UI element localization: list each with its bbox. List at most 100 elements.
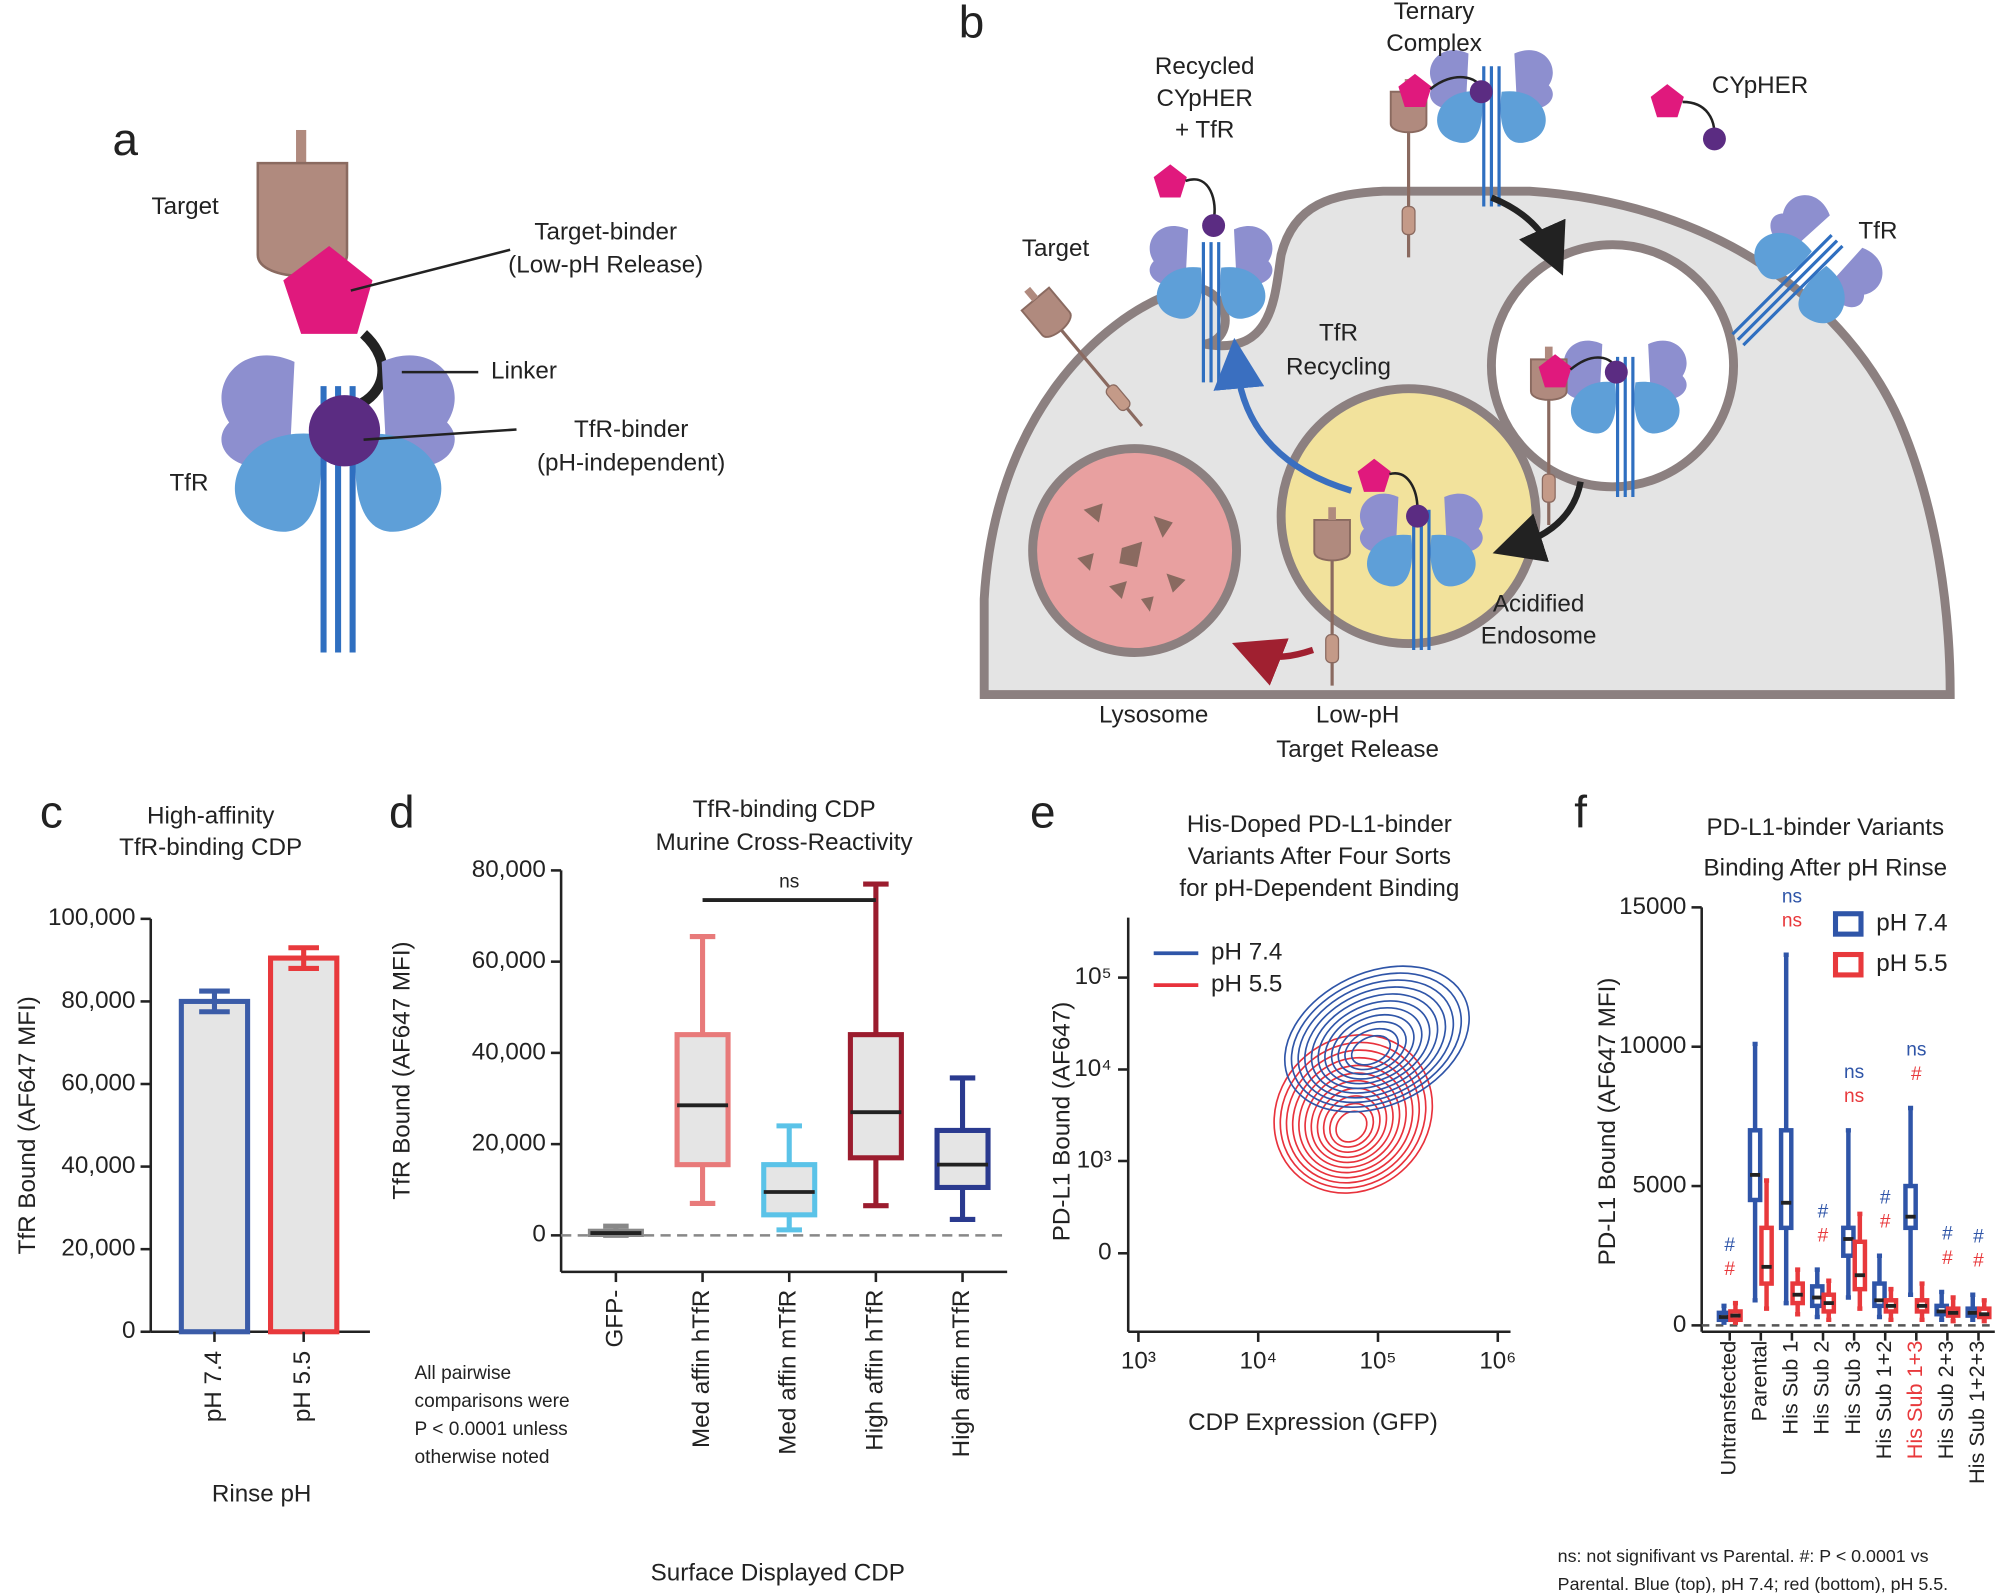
- arrow: [1231, 638, 1315, 686]
- annotation: #: [1880, 1212, 1891, 1233]
- y-tick-label: 80,000: [472, 856, 546, 883]
- arrow: [1490, 194, 1566, 276]
- label: Recycling: [1286, 354, 1391, 381]
- box: [1903, 1183, 1918, 1231]
- footnote: otherwise noted: [415, 1447, 550, 1468]
- legend-swatch: [1832, 911, 1864, 937]
- contour-line: [1273, 1034, 1434, 1194]
- diagram-b: [979, 48, 1955, 700]
- diagram-a: [221, 129, 517, 653]
- label: (pH-independent): [537, 449, 725, 476]
- x-tick-label: His Sub 1+2+3: [1964, 1341, 1989, 1484]
- error-bar: [288, 945, 319, 971]
- footnote: Parental. Blue (top), pH 7.4; red (botto…: [1558, 1574, 1948, 1593]
- contour-line: [1279, 1041, 1427, 1189]
- y-axis-label: TfR Bound (AF647 MFI): [14, 996, 41, 1254]
- box: [1747, 1128, 1763, 1203]
- chart-title: for pH-Dependent Binding: [1179, 875, 1459, 902]
- cypher-shapes: [1153, 73, 1726, 528]
- label: TfR-binder: [574, 416, 688, 443]
- annotation: ns: [1782, 886, 1802, 907]
- contour-line: [1304, 986, 1447, 1099]
- x-tick-label: Med affin hTfR: [688, 1290, 715, 1448]
- contour-line: [1283, 965, 1470, 1113]
- x-axis-label: Surface Displayed CDP: [651, 1559, 905, 1586]
- contour-line: [1335, 1110, 1368, 1143]
- y-tick-label: 40,000: [472, 1038, 546, 1065]
- linker-shape: [354, 330, 388, 410]
- footnote: comparisons were: [415, 1391, 570, 1412]
- label: Target: [152, 193, 220, 220]
- label: Endosome: [1481, 623, 1597, 650]
- label: Linker: [491, 358, 557, 385]
- label: Recycled: [1155, 53, 1255, 80]
- contour-line: [1310, 993, 1439, 1094]
- y-tick-label: 10⁴: [1074, 1055, 1111, 1082]
- x-axis-label: Rinse pH: [212, 1480, 312, 1507]
- box: [1759, 1225, 1774, 1286]
- panel-label: a: [113, 113, 139, 165]
- x-tick-label: GFP-: [601, 1290, 628, 1348]
- label: Acidified: [1493, 591, 1584, 618]
- box: [847, 1032, 904, 1161]
- x-tick-label: His Sub 2: [1809, 1341, 1834, 1435]
- contour-line: [1330, 1013, 1415, 1080]
- legend-label: pH 5.5: [1211, 971, 1282, 998]
- contour-line: [1290, 972, 1463, 1109]
- target-stem: [296, 129, 307, 166]
- y-tick-label: 100,000: [48, 904, 136, 931]
- y-tick-label: 80,000: [61, 987, 135, 1014]
- y-tick-label: 15000: [1619, 893, 1686, 920]
- label: CYpHER: [1712, 72, 1808, 99]
- label: (Low-pH Release): [508, 252, 703, 279]
- x-tick-label: High affin hTfR: [861, 1290, 888, 1451]
- annotation: #: [1818, 1201, 1829, 1222]
- chart-title: High-affinity: [147, 802, 275, 829]
- y-axis-label: PD-L1 Bound (AF647): [1049, 1002, 1076, 1241]
- footnote: ns: not signifivant vs Parental. #: P < …: [1558, 1546, 1929, 1566]
- error-bar: [199, 988, 230, 1015]
- x-tick-label: pH 7.4: [200, 1351, 227, 1422]
- label: Lysosome: [1099, 702, 1208, 729]
- label: TfR: [1858, 217, 1897, 244]
- x-tick-label: 10⁵: [1360, 1348, 1397, 1375]
- annotation: #: [1724, 1235, 1735, 1256]
- contour-line: [1285, 1049, 1421, 1184]
- annotation: ns: [1906, 1040, 1926, 1061]
- x-tick-label: 10³: [1121, 1348, 1156, 1375]
- x-tick-label: Parental: [1747, 1341, 1772, 1422]
- x-tick-label: pH 5.5: [289, 1351, 316, 1422]
- tfr-binder-shape: [308, 395, 381, 467]
- x-tick-label: His Sub 1+2: [1871, 1341, 1896, 1460]
- x-tick-label: His Sub 3: [1840, 1341, 1865, 1435]
- chart-title: Variants After Four Sorts: [1188, 843, 1451, 870]
- annotation: ns: [1844, 1062, 1864, 1083]
- legend-label: pH 7.4: [1876, 909, 1947, 936]
- contour-line: [1297, 979, 1455, 1104]
- box: [1852, 1239, 1868, 1292]
- label: TfR: [169, 470, 208, 497]
- label: + TfR: [1175, 117, 1234, 144]
- box: [934, 1127, 991, 1191]
- contour-line: [1291, 1056, 1414, 1179]
- x-tick-label: 10⁶: [1479, 1348, 1516, 1375]
- bar: [267, 955, 340, 1335]
- contour-line: [1350, 1034, 1392, 1066]
- y-axis-label: TfR Bound (AF647 MFI): [388, 941, 415, 1199]
- annotation: #: [1942, 1224, 1953, 1245]
- y-tick-label: 0: [122, 1317, 135, 1344]
- legend-swatch: [1832, 951, 1864, 978]
- label: TfR: [1319, 319, 1358, 346]
- x-tick-label: His Sub 1: [1778, 1341, 1803, 1435]
- label: Ternary: [1394, 0, 1476, 25]
- x-tick-label: His Sub 1+3: [1902, 1341, 1927, 1460]
- box: [674, 1032, 731, 1168]
- y-tick-label: 40,000: [61, 1152, 135, 1179]
- contour-line: [1316, 1087, 1388, 1159]
- chart-title: Murine Cross-Reactivity: [656, 829, 914, 856]
- contour-line: [1310, 1079, 1394, 1164]
- x-tick-label: High affin mTfR: [948, 1290, 975, 1458]
- y-tick-label: 10000: [1619, 1032, 1686, 1059]
- y-tick-label: 10³: [1077, 1146, 1112, 1173]
- label: Target: [1022, 235, 1090, 262]
